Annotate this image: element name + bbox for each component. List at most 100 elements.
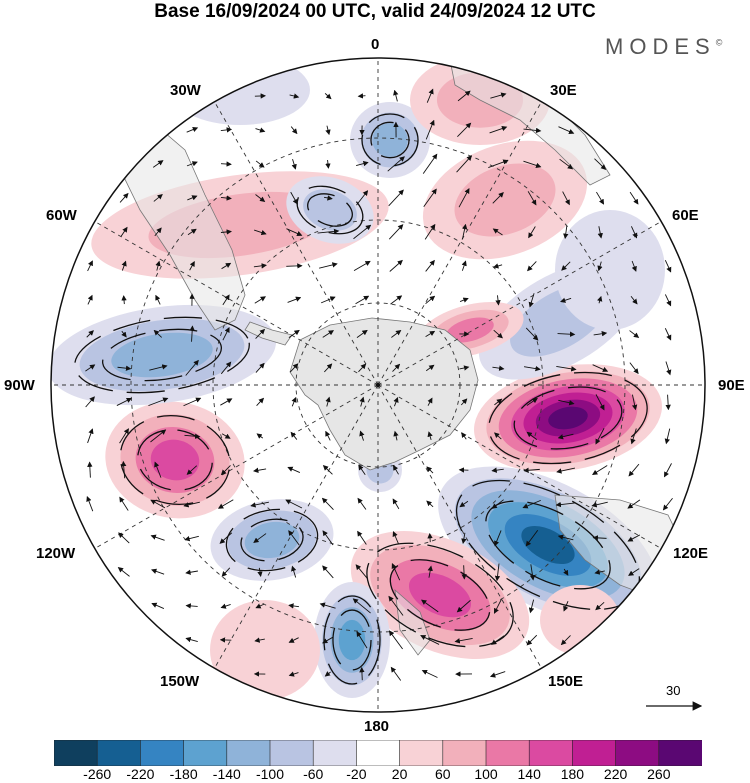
wind-arrow	[560, 635, 571, 646]
wind-arrow	[290, 431, 298, 440]
wind-arrow	[286, 263, 303, 269]
wind-arrow	[356, 190, 369, 206]
wind-arrow	[319, 602, 336, 609]
wind-arrow	[555, 501, 576, 508]
wind-arrow	[522, 499, 541, 509]
wind-arrow	[220, 229, 232, 235]
wind-arrow	[423, 188, 437, 208]
colorbar-tick-label: -260	[83, 766, 112, 782]
wind-arrow	[426, 88, 434, 103]
reference-vector-arrow	[646, 701, 703, 711]
circulation-streamline	[307, 193, 353, 227]
wind-arrow	[563, 225, 569, 240]
wind-arrow	[317, 228, 340, 235]
lon-label-90w: 90W	[4, 377, 35, 394]
wind-arrow	[289, 93, 300, 99]
wind-arrow	[495, 295, 501, 306]
colorbar-tick-label: 100	[474, 766, 498, 782]
wind-arrow	[597, 295, 603, 304]
wind-arrow	[523, 467, 540, 473]
wind-arrow	[594, 569, 605, 575]
wind-arrow	[355, 564, 369, 580]
wind-arrow	[457, 122, 472, 138]
wind-arrow	[121, 330, 127, 338]
wind-arrow	[595, 394, 605, 411]
wind-arrow	[456, 155, 473, 173]
wind-arrow	[592, 364, 609, 372]
lon-label-180: 180	[364, 718, 390, 735]
wind-arrow	[285, 499, 303, 509]
wind-arrow	[184, 535, 199, 542]
wind-arrow	[325, 396, 331, 407]
colorbar-bin	[399, 740, 444, 766]
wind-arrow	[287, 466, 301, 473]
wind-arrow	[427, 532, 433, 543]
wind-arrow	[290, 191, 298, 205]
wind-arrow	[148, 397, 169, 407]
meridian-line	[91, 219, 379, 386]
wind-arrow	[392, 363, 401, 372]
colorbar-tick-label: 260	[647, 766, 671, 782]
wind-arrow	[286, 228, 303, 236]
lon-label-30e: 30E	[550, 82, 577, 99]
wind-arrow	[392, 531, 400, 545]
wind-arrow	[121, 295, 127, 305]
wind-arrow	[290, 126, 298, 135]
wind-arrow	[461, 565, 467, 580]
colorbar-bin	[269, 740, 315, 766]
wind-arrow	[461, 260, 467, 271]
wind-arrow	[220, 161, 232, 167]
wind-arrow	[492, 365, 505, 371]
wind-arrow	[86, 330, 94, 338]
wind-arrow	[457, 90, 471, 102]
wind-arrow	[319, 262, 338, 269]
wind-arrow	[392, 464, 399, 475]
wind-arrow	[185, 637, 198, 643]
colorbar-bin	[140, 740, 185, 766]
wind-arrow	[255, 328, 266, 339]
wind-arrow	[556, 366, 577, 372]
latitude-circle	[130, 137, 626, 633]
circulation-streamline	[323, 595, 381, 685]
wind-arrow	[393, 430, 399, 441]
wind-arrow	[322, 330, 335, 338]
wind-arrow	[456, 599, 471, 613]
wind-arrow	[254, 296, 266, 304]
wind-arrow	[288, 671, 299, 677]
wind-arrow	[494, 563, 501, 582]
polar-stereographic-map	[50, 57, 706, 713]
colorbar-bin	[226, 740, 271, 766]
wind-arrow	[186, 465, 198, 475]
wind-arrow	[353, 260, 371, 272]
wind-arrow	[629, 330, 640, 338]
wind-arrow	[289, 363, 299, 373]
wind-arrow	[390, 295, 403, 305]
wind-arrow	[393, 89, 399, 102]
colorbar-tick-label: 140	[517, 766, 541, 782]
wind-arrow	[425, 364, 435, 372]
circulation-streamline	[74, 316, 250, 394]
wind-arrow	[461, 532, 467, 545]
wind-arrow	[664, 463, 672, 478]
wind-arrow	[222, 326, 230, 341]
wind-arrow	[356, 329, 368, 338]
wind-arrow	[87, 461, 93, 478]
lon-label-30w: 30W	[170, 82, 201, 99]
wind-arrow	[250, 501, 269, 508]
circulation-streamline	[332, 609, 372, 671]
wind-arrow	[320, 296, 336, 304]
wind-arrow	[425, 259, 435, 272]
wind-arrow	[185, 603, 198, 609]
wind-arrow	[291, 565, 297, 578]
wind-arrow	[119, 496, 129, 511]
wind-arrow	[359, 666, 365, 681]
wind-arrow	[150, 534, 165, 541]
wind-arrow	[527, 191, 537, 206]
wind-arrow	[631, 394, 638, 411]
wind-arrow	[493, 329, 503, 339]
wind-arrow	[494, 598, 502, 614]
wind-arrow	[324, 93, 332, 100]
wind-arrow	[217, 499, 234, 509]
wind-arrow	[321, 497, 334, 510]
wind-arrow	[222, 294, 230, 306]
